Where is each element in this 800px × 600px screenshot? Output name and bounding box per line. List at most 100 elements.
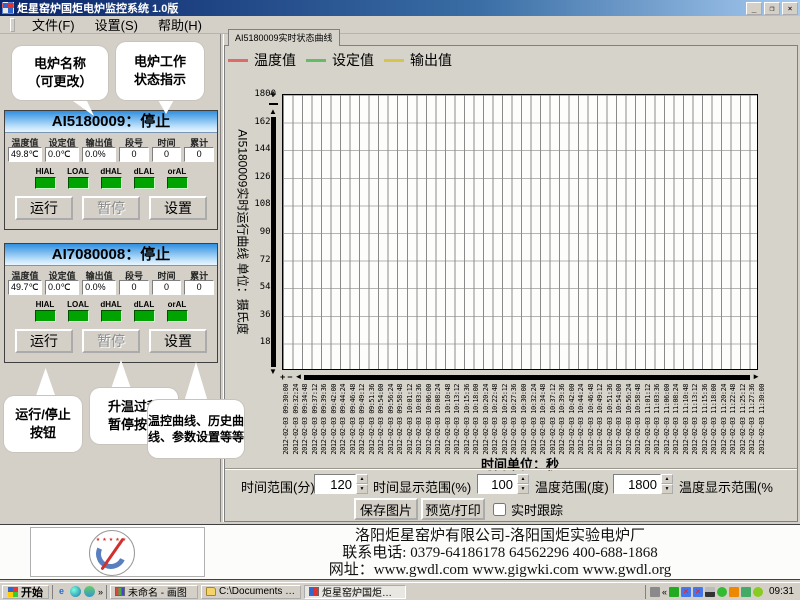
callout-work-status: 电炉工作 状态指示 — [116, 42, 204, 100]
chevron-left-icon[interactable]: « — [661, 586, 667, 597]
field-label: 时间 — [157, 271, 176, 281]
device-icon[interactable] — [649, 586, 660, 597]
furnace-field: 累计 0 — [184, 269, 214, 295]
pause-button[interactable]: 暂停 — [82, 329, 140, 353]
close-button[interactable]: × — [782, 1, 798, 15]
status-ok-icon[interactable] — [716, 586, 727, 597]
internet-explorer-icon[interactable]: e — [58, 586, 64, 596]
arrow-right-icon[interactable]: ► — [752, 372, 760, 381]
start-button[interactable]: 开始 — [2, 584, 49, 599]
restore-button[interactable]: ❐ — [764, 1, 780, 15]
arrow-down-icon[interactable]: ▼ — [269, 367, 277, 376]
time-display-input[interactable] — [477, 474, 517, 494]
x-tick-label: 2012-02-03 11:30:00 — [758, 384, 766, 455]
alarm-label: dHAL — [100, 167, 122, 176]
horizontal-slider-track[interactable] — [304, 374, 751, 380]
security-shield-icon[interactable] — [728, 586, 739, 597]
window-titlebar[interactable]: 炬星窑炉国炬电炉监控系统 1.0版 _ ❐ × — [0, 0, 800, 16]
alarm-lamp-icon — [133, 177, 155, 189]
panel-splitter[interactable] — [220, 34, 224, 522]
minimize-button[interactable]: _ — [746, 1, 762, 15]
field-value: 0 — [119, 147, 149, 162]
preview-print-button[interactable]: 预览/打印 — [421, 498, 485, 520]
network-offline2-icon[interactable] — [692, 586, 703, 597]
x-tick-label: 2012-02-03 10:49:12 — [596, 384, 605, 455]
temp-display-label: 温度显示范围(% — [679, 480, 773, 495]
chevron-right-icon[interactable]: » — [98, 586, 104, 597]
task-explorer[interactable]: C:\Documents and Se... — [201, 584, 302, 599]
field-value: 0.0% — [82, 147, 117, 162]
time-display-stepper[interactable]: ▲ ▼ — [517, 474, 529, 494]
tab-realtime-curve[interactable]: AI5180009实时状态曲线 — [228, 29, 340, 46]
field-value: 0 — [184, 147, 214, 162]
power-icon[interactable] — [740, 586, 751, 597]
x-tick-label: 2012-02-03 10:37:12 — [548, 384, 557, 455]
x-tick-label: 2012-02-03 11:03:36 — [653, 384, 662, 455]
save-image-button[interactable]: 保存图片 — [354, 498, 418, 520]
field-value: 0.0℃ — [45, 147, 80, 162]
zoom-in-icon[interactable]: + — [269, 89, 277, 101]
contact-phone: 联系电话: 0379-64186178 64562296 400-688-186… — [342, 545, 658, 561]
x-tick-label: 2012-02-03 10:13:12 — [453, 384, 462, 455]
vertical-slider-track[interactable] — [270, 117, 276, 367]
alarm-lamp-icon — [100, 310, 122, 322]
arrow-left-icon[interactable]: ◄ — [294, 372, 303, 381]
safety-status-icon[interactable] — [668, 586, 679, 597]
field-label: 段号 — [124, 138, 143, 148]
field-label: 温度值 — [11, 271, 39, 281]
x-tick-label: 2012-02-03 09:30:00 — [282, 384, 290, 455]
field-value: 0.0℃ — [45, 280, 80, 295]
alarm-indicator: LOAL — [67, 167, 89, 189]
setup-button[interactable]: 设置 — [149, 196, 207, 220]
zoom-out-icon[interactable]: − — [287, 371, 293, 382]
legend-item-temperature: 温度值 — [228, 50, 296, 70]
x-tick-label: 2012-02-03 10:10:48 — [443, 384, 452, 455]
vertical-scale-slider[interactable]: + ▲ ▼ — [266, 90, 280, 376]
field-label: 输出值 — [85, 271, 113, 281]
x-tick-label: 2012-02-03 09:44:24 — [339, 384, 348, 455]
x-tick-label: 2012-02-03 11:08:24 — [672, 384, 681, 455]
temp-range-stepper[interactable]: ▲ ▼ — [661, 474, 673, 494]
time-range-input[interactable] — [314, 474, 356, 494]
callout-tail — [110, 360, 132, 390]
task-furnace-monitor[interactable]: 炬星窑炉国炬电炉监... — [304, 584, 407, 599]
x-tick-label: 2012-02-03 10:01:12 — [405, 384, 414, 455]
x-tick-label: 2012-02-03 10:18:00 — [472, 384, 481, 455]
alarm-indicator: HIAL — [34, 167, 56, 189]
time-range-stepper[interactable]: ▲ ▼ — [356, 474, 368, 494]
company-name: 洛阳炬星窑炉有限公司-洛阳国炬实验电炉厂 — [355, 528, 645, 544]
run-button[interactable]: 运行 — [15, 329, 73, 353]
furnace-field: 时间 0 — [151, 269, 182, 295]
setup-button[interactable]: 设置 — [149, 329, 207, 353]
signal-strength-icon[interactable] — [704, 586, 715, 597]
x-tick-label: 2012-02-03 09:56:24 — [386, 384, 395, 455]
zoom-in-icon[interactable]: + — [280, 371, 286, 382]
legend-item-output: 输出值 — [384, 50, 452, 70]
alarm-label: dLAL — [133, 167, 155, 176]
temp-range-input[interactable] — [613, 474, 661, 494]
menu-item[interactable]: 帮助(H) — [157, 18, 202, 33]
x-tick-label: 2012-02-03 09:37:12 — [310, 384, 319, 455]
y-tick-label: 900 — [259, 227, 276, 237]
realtime-track-label: 实时跟踪 — [511, 503, 564, 518]
legend-item-setpoint: 设定值 — [306, 50, 374, 70]
plot-area[interactable] — [282, 94, 758, 370]
media-player-icon[interactable] — [70, 586, 81, 597]
horizontal-scale-slider[interactable]: + − ◄ ► — [280, 372, 760, 382]
zoom-out-icon[interactable] — [268, 103, 278, 105]
pause-button[interactable]: 暂停 — [82, 196, 140, 220]
menu-item[interactable]: 文件(F) — [32, 18, 75, 33]
chart-panel: AI5180009实时状态曲线 温度值 设定值 输出值 AI5180009实时运… — [224, 28, 798, 522]
task-paint[interactable]: 未命名 - 画图 — [110, 584, 199, 599]
tray-clock: 09:31 — [768, 586, 794, 597]
legend-label: 输出值 — [410, 52, 452, 68]
update-icon[interactable] — [752, 586, 763, 597]
arrow-up-icon[interactable]: ▲ — [269, 107, 277, 116]
network-offline-icon[interactable] — [680, 586, 691, 597]
messenger-icon[interactable] — [84, 586, 95, 597]
time-display-label: 时间显示范围(%) — [373, 480, 472, 495]
run-button[interactable]: 运行 — [15, 196, 73, 220]
menu-item[interactable]: 设置(S) — [94, 18, 138, 33]
temperature-line-icon — [228, 58, 248, 62]
realtime-track-checkbox[interactable] — [493, 503, 506, 516]
